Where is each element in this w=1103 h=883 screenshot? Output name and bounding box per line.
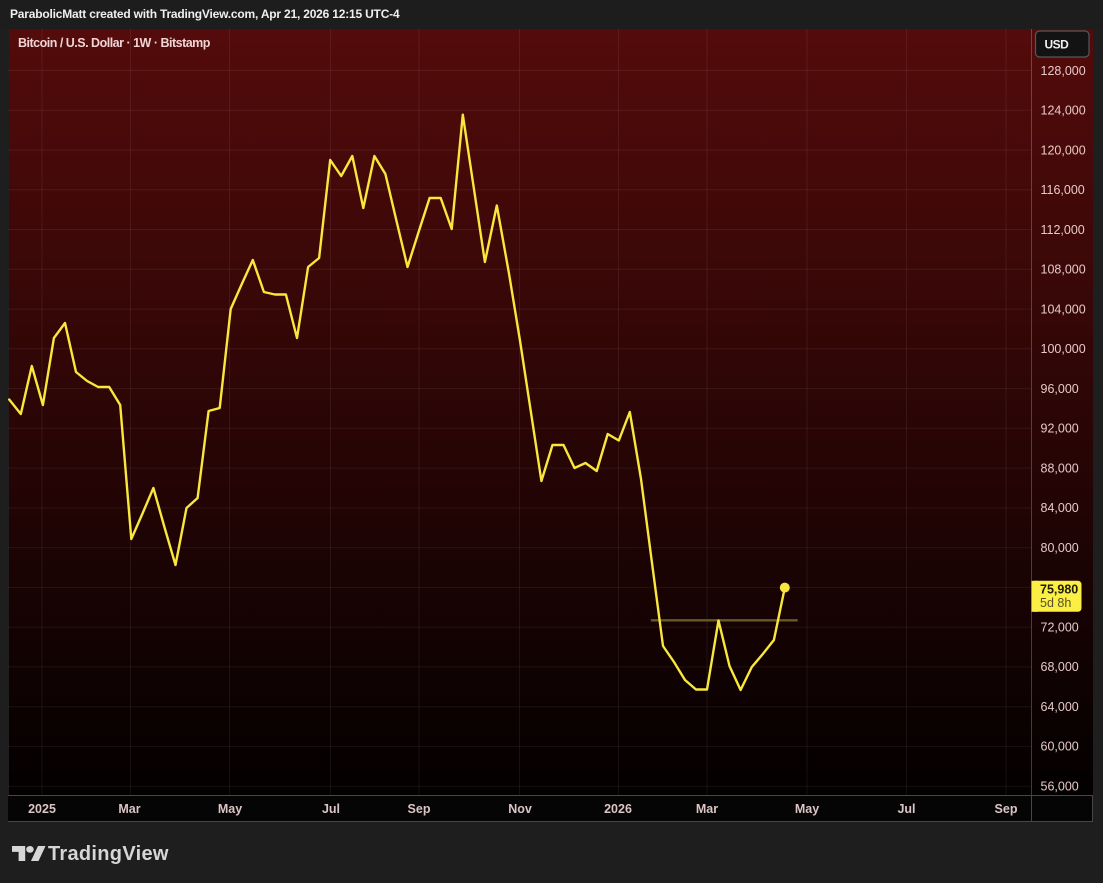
- svg-text:5d 8h: 5d 8h: [1040, 596, 1071, 610]
- svg-text:104,000: 104,000: [1041, 302, 1086, 316]
- svg-text:60,000: 60,000: [1041, 740, 1079, 754]
- svg-text:116,000: 116,000: [1041, 183, 1085, 197]
- svg-text:124,000: 124,000: [1041, 104, 1086, 118]
- svg-text:112,000: 112,000: [1041, 223, 1085, 237]
- svg-text:68,000: 68,000: [1041, 660, 1079, 674]
- svg-text:80,000: 80,000: [1041, 541, 1079, 555]
- svg-text:88,000: 88,000: [1041, 461, 1079, 475]
- svg-text:72,000: 72,000: [1041, 620, 1079, 634]
- svg-text:128,000: 128,000: [1041, 64, 1086, 78]
- svg-text:100,000: 100,000: [1041, 342, 1086, 356]
- svg-text:120,000: 120,000: [1041, 143, 1086, 157]
- svg-text:64,000: 64,000: [1041, 700, 1079, 714]
- svg-text:56,000: 56,000: [1041, 780, 1079, 794]
- svg-text:USD: USD: [1045, 37, 1070, 51]
- svg-text:96,000: 96,000: [1041, 382, 1079, 396]
- svg-text:75,980: 75,980: [1040, 583, 1078, 597]
- svg-text:84,000: 84,000: [1041, 501, 1079, 515]
- svg-text:92,000: 92,000: [1041, 422, 1079, 436]
- svg-text:108,000: 108,000: [1041, 263, 1086, 277]
